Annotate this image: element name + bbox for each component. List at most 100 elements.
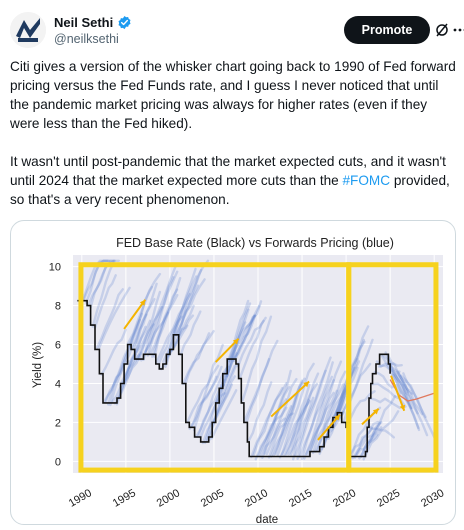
forward-pricing-whisker xyxy=(212,375,236,423)
forward-pricing-whisker xyxy=(333,325,370,418)
annotation-arrow-head xyxy=(139,299,146,306)
forward-pricing-whisker xyxy=(400,374,436,439)
forward-pricing-whisker xyxy=(199,392,226,439)
forward-pricing-whisker xyxy=(175,278,206,337)
forward-pricing-whisker xyxy=(388,365,413,395)
chart-x-tick-label: 2005 xyxy=(199,487,226,510)
forward-pricing-whisker xyxy=(402,372,427,419)
forward-pricing-whisker xyxy=(120,323,155,384)
forward-pricing-whisker xyxy=(314,385,348,453)
forward-pricing-whisker xyxy=(377,364,401,375)
verified-badge-icon xyxy=(118,15,131,30)
chart-x-tick-label: 1995 xyxy=(111,487,138,510)
author-name-row: Neil Sethi xyxy=(54,15,132,30)
annotation-arrow-head xyxy=(399,404,406,411)
forward-pricing-whisker xyxy=(369,397,401,410)
forward-pricing-whisker xyxy=(201,383,233,445)
chart-x-tick-label: 1990 xyxy=(67,487,94,510)
forward-pricing-whisker xyxy=(259,386,291,458)
forward-pricing-whisker xyxy=(364,410,400,456)
forward-pricing-whisker xyxy=(270,412,294,458)
forward-pricing-whisker xyxy=(380,353,413,410)
forward-pricing-whisker xyxy=(248,381,273,442)
forward-pricing-whisker xyxy=(252,382,288,457)
chart-y-tick-label: 6 xyxy=(55,340,61,352)
annotation-arrow-shaft xyxy=(270,380,310,418)
forward-pricing-whisker xyxy=(292,396,315,461)
annotation-arrow-shaft xyxy=(390,375,406,412)
forward-pricing-whisker xyxy=(208,361,239,441)
forward-pricing-whisker xyxy=(129,285,154,348)
forward-pricing-whisker xyxy=(283,382,319,457)
forward-pricing-whisker xyxy=(386,354,410,393)
forward-pricing-whisker xyxy=(98,286,131,349)
forward-pricing-whisker xyxy=(254,406,288,461)
forward-pricing-whisker xyxy=(82,259,109,301)
forward-pricing-whisker xyxy=(232,315,256,363)
hashtag-fomc-link[interactable]: #FOMC xyxy=(342,173,391,188)
annotation-arrow-head xyxy=(334,414,340,421)
forward-pricing-whisker xyxy=(137,290,162,361)
chart-y-axis-label: Yield (%) xyxy=(32,342,44,388)
forward-pricing-whisker xyxy=(115,325,147,406)
forward-pricing-whisker xyxy=(338,338,365,414)
forward-pricing-whisker xyxy=(230,314,257,361)
forward-pricing-whisker xyxy=(366,424,395,439)
grok-icon[interactable] xyxy=(434,22,450,38)
forward-pricing-whisker xyxy=(104,348,129,403)
avatar[interactable] xyxy=(10,12,46,48)
tweet-media[interactable]: 0 2 4 6 8 10 1990 1995 2000 2005 2010 2015 2020 2025 2… xyxy=(10,220,456,525)
forward-pricing-whisker xyxy=(144,276,175,353)
forward-pricing-whisker xyxy=(311,383,345,455)
forward-pricing-whisker xyxy=(122,319,152,384)
forward-pricing-whisker xyxy=(300,361,334,461)
forward-pricing-whisker xyxy=(234,300,263,360)
chart-y-tick-label: 2 xyxy=(55,417,61,429)
forward-pricing-whisker xyxy=(307,360,343,457)
forward-pricing-whisker xyxy=(142,263,178,361)
forward-pricing-whisker xyxy=(309,391,335,452)
forward-pricing-whisker xyxy=(237,319,265,368)
annotation-arrow-head xyxy=(372,408,379,415)
annotation-arrow-shaft xyxy=(215,337,240,363)
display-name[interactable]: Neil Sethi xyxy=(54,15,114,30)
chart-x-tick-label: 2025 xyxy=(375,487,402,510)
tweet-paragraph-2-end: provided, so that's a very recent phenom… xyxy=(10,173,450,207)
forward-pricing-whisker xyxy=(228,304,261,363)
promote-button[interactable]: Promote xyxy=(344,16,430,44)
forward-pricing-whisker xyxy=(358,426,383,460)
forward-pricing-whisker xyxy=(151,288,179,358)
chart-y-tick-label: 4 xyxy=(55,378,61,390)
tweet-text: Citi gives a version of the whisker char… xyxy=(10,57,456,209)
forward-pricing-whisker xyxy=(155,293,191,364)
tweet-paragraph-1: Citi gives a version of the whisker char… xyxy=(10,59,456,131)
tweet-header: Neil Sethi @neilksethi Promote xyxy=(10,10,464,50)
forward-pricing-whisker xyxy=(89,259,116,309)
forward-pricing-whisker xyxy=(349,420,380,459)
forward-pricing-whisker xyxy=(162,275,198,363)
annotation-arrow-shaft xyxy=(317,413,341,441)
fed-base-rate-line xyxy=(77,299,391,458)
forward-pricing-whisker xyxy=(384,351,421,432)
forward-pricing-whisker xyxy=(157,315,183,366)
forward-pricing-whisker xyxy=(351,427,374,460)
forward-pricing-whisker xyxy=(375,360,403,368)
chart-x-tick-label: 2015 xyxy=(287,487,314,510)
forward-pricing-whisker xyxy=(135,306,164,361)
forward-pricing-whisker xyxy=(184,332,211,386)
forward-pricing-whisker xyxy=(190,365,223,428)
more-icon[interactable] xyxy=(452,22,464,38)
forward-pricing-whisker xyxy=(267,405,293,459)
forward-pricing-whisker xyxy=(179,310,202,356)
author-handle[interactable]: @neilksethi xyxy=(54,32,119,46)
forward-pricing-whisker xyxy=(296,356,332,460)
forward-pricing-whisker xyxy=(373,370,402,395)
forward-pricing-whisker xyxy=(192,343,224,432)
fed-forwards-chart: 0 2 4 6 8 10 1990 1995 2000 2005 2010 2015 2020 2025 2… xyxy=(32,236,446,524)
forward-pricing-whisker xyxy=(278,400,312,459)
forward-pricing-whisker xyxy=(243,357,271,422)
chart-y-tick-label: 8 xyxy=(55,301,61,313)
forward-pricing-whisker xyxy=(360,421,383,458)
forward-pricing-whisker xyxy=(245,339,279,423)
forward-pricing-whisker xyxy=(181,330,215,386)
